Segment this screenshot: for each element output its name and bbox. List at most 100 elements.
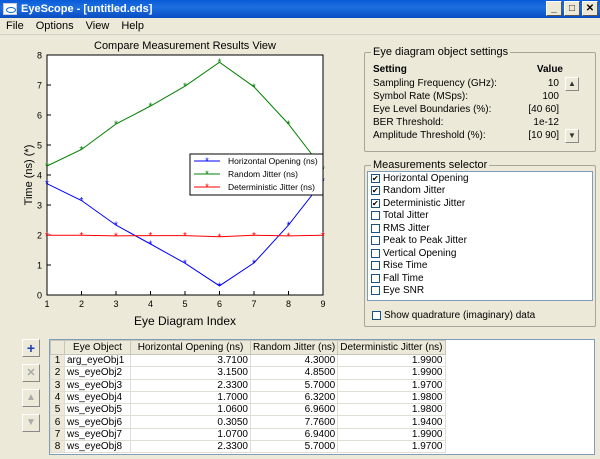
checkbox-total-jitter[interactable] — [371, 211, 380, 221]
table-row[interactable]: 2 ws_eyeObj2 3.1500 4.8500 1.9900 — [50, 366, 446, 380]
add-eye-object-button[interactable]: + — [22, 339, 40, 357]
checkbox-rise-time[interactable] — [371, 261, 380, 271]
data-point: * — [321, 231, 325, 242]
chart-legend: * Horizontal Opening (ns) * Random Jitte… — [189, 153, 324, 196]
list-item[interactable]: Eye SNR — [368, 285, 592, 298]
cell-deterministic-jitter: 1.9400 — [337, 415, 446, 429]
table-row[interactable]: 6 ws_eyeObj6 0.3050 7.7600 1.9400 — [50, 415, 446, 429]
settings-scroll-down-icon[interactable]: ▼ — [565, 129, 579, 143]
table-row[interactable]: 7 ws_eyeObj7 1.0700 6.9400 1.9900 — [50, 427, 446, 442]
quadrature-option[interactable]: Show quadrature (imaginary) data — [372, 310, 535, 321]
x-tick-label: 6 — [217, 299, 222, 309]
cell-horizontal-opening: 2.3300 — [130, 440, 251, 454]
setting-value[interactable]: [40 60] — [528, 104, 559, 115]
menu-help[interactable]: Help — [121, 20, 144, 32]
table-row[interactable]: 8 ws_eyeObj8 2.3300 5.7000 1.9700 — [50, 440, 446, 454]
list-item[interactable]: Vertical Opening — [368, 247, 592, 260]
data-point: * — [252, 82, 256, 93]
quadrature-checkbox[interactable] — [372, 311, 381, 320]
data-point: * — [252, 231, 256, 242]
menu-options[interactable]: Options — [35, 20, 74, 32]
checkbox-fall-time[interactable] — [371, 273, 380, 283]
data-point: * — [80, 145, 84, 156]
data-point: * — [287, 221, 291, 232]
cell-random-jitter: 6.9400 — [249, 427, 339, 442]
setting-value[interactable]: [10 90] — [528, 130, 559, 141]
list-item[interactable]: Horizontal Opening — [368, 172, 592, 185]
list-item-label: RMS Jitter — [383, 222, 430, 234]
table-row[interactable]: 1 arg_eyeObj1 3.7100 4.3000 1.9900 — [50, 353, 446, 368]
cell-horizontal-opening: 1.7000 — [130, 390, 251, 405]
data-point: * — [114, 120, 118, 131]
data-point: * — [287, 120, 291, 131]
cell-deterministic-jitter: 1.9700 — [337, 378, 446, 392]
x-tick-label: 4 — [148, 299, 153, 309]
checkbox-eye-snr[interactable] — [371, 286, 380, 296]
list-item[interactable]: RMS Jitter — [368, 222, 592, 235]
row-number: 5 — [50, 403, 65, 417]
measurements-list[interactable]: Horizontal Opening Random Jitter Determi… — [367, 171, 593, 301]
x-tick-label: 1 — [44, 299, 49, 309]
table-header-deterministic-jitter[interactable]: Deterministic Jitter (ns) — [337, 340, 446, 355]
setting-value[interactable]: 10 — [547, 78, 559, 89]
cell-horizontal-opening: 3.1500 — [130, 366, 251, 380]
menu-view[interactable]: View — [85, 20, 110, 32]
table-row[interactable]: 5 ws_eyeObj5 1.0600 6.9600 1.9800 — [50, 403, 446, 417]
checkbox-rms-jitter[interactable] — [371, 223, 380, 233]
x-tick-label: 7 — [251, 299, 256, 309]
cell-random-jitter: 4.3000 — [249, 353, 339, 368]
list-item[interactable]: Fall Time — [368, 272, 592, 285]
row-number: 3 — [50, 378, 65, 392]
legend-deterministic-jitter: Deterministic Jitter (ns) — [228, 182, 315, 192]
list-item-label: Peak to Peak Jitter — [383, 235, 467, 247]
checkbox-peak-to-peak-jitter[interactable] — [371, 236, 380, 246]
chart-title: Compare Measurement Results View — [94, 40, 276, 52]
maximize-button[interactable]: □ — [564, 1, 580, 16]
data-point: * — [183, 82, 187, 93]
results-table[interactable]: Eye Object Horizontal Opening (ns) Rando… — [49, 339, 595, 455]
series-line-1 — [46, 61, 324, 170]
checkbox-random-jitter[interactable] — [371, 186, 380, 196]
table-header-index — [50, 340, 65, 355]
remove-eye-object-button[interactable]: ✕ — [22, 364, 40, 382]
list-item[interactable]: Rise Time — [368, 260, 592, 273]
data-point: * — [45, 162, 49, 173]
cell-horizontal-opening: 3.7100 — [130, 353, 251, 368]
list-item[interactable]: Deterministic Jitter — [368, 197, 592, 210]
settings-table[interactable]: Setting Value Sampling Frequency (GHz): 1… — [371, 64, 579, 148]
x-tick-label: 9 — [320, 299, 325, 309]
checkbox-horizontal-opening[interactable] — [371, 173, 380, 183]
table-header-random-jitter[interactable]: Random Jitter (ns) — [249, 340, 339, 355]
settings-group: Eye diagram object settings — [364, 46, 596, 152]
x-tick-label: 3 — [113, 299, 118, 309]
list-item[interactable]: Peak to Peak Jitter — [368, 235, 592, 248]
table-header-eye-object[interactable]: Eye Object — [64, 340, 131, 355]
cell-deterministic-jitter: 1.9700 — [337, 440, 446, 454]
cell-deterministic-jitter: 1.9900 — [337, 427, 446, 442]
app-icon — [3, 3, 17, 15]
move-down-button[interactable]: ▼ — [22, 414, 40, 432]
list-item[interactable]: Total Jitter — [368, 210, 592, 223]
table-row[interactable]: 4 ws_eyeObj4 1.7000 6.3200 1.9800 — [50, 390, 446, 405]
cell-deterministic-jitter: 1.9900 — [337, 366, 446, 380]
setting-value[interactable]: 1e-12 — [533, 117, 559, 128]
menu-bar: File Options View Help — [0, 18, 600, 35]
checkbox-deterministic-jitter[interactable] — [371, 198, 380, 208]
setting-label: Amplitude Threshold (%): — [373, 130, 486, 141]
settings-header-setting: Setting — [373, 64, 407, 75]
list-item[interactable]: Random Jitter — [368, 185, 592, 198]
table-row[interactable]: 3 ws_eyeObj3 2.3300 5.7000 1.9700 — [50, 378, 446, 392]
y-axis-label: Time (ns) (*) — [23, 145, 35, 206]
data-point: * — [218, 58, 222, 69]
table-header-horizontal-opening[interactable]: Horizontal Opening (ns) — [130, 340, 251, 355]
move-up-button[interactable]: ▲ — [22, 389, 40, 407]
checkbox-vertical-opening[interactable] — [371, 248, 380, 258]
data-point: * — [114, 221, 118, 232]
setting-value[interactable]: 100 — [542, 91, 559, 102]
minimize-button[interactable]: _ — [546, 1, 562, 16]
menu-file[interactable]: File — [6, 20, 24, 32]
settings-scroll-up-icon[interactable]: ▲ — [565, 77, 579, 91]
results-chart[interactable]: Compare Measurement Results View 0123456… — [0, 35, 340, 335]
cell-random-jitter: 6.9600 — [249, 403, 339, 417]
close-button[interactable]: ✕ — [582, 1, 598, 16]
